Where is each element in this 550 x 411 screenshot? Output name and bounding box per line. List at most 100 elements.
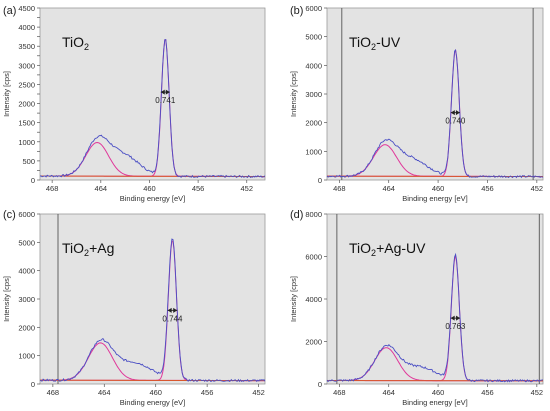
fwhm-arrowhead-left (450, 315, 455, 321)
y-tick-label: 2500 (18, 80, 35, 89)
plot-area (39, 7, 266, 181)
x-tick-label: 452 (531, 388, 544, 397)
y-tick-label: 0 (31, 176, 35, 185)
panel-label: (c) (3, 209, 16, 221)
measured-spectrum-line (326, 48, 544, 179)
panel-label: (b) (290, 5, 303, 17)
fwhm-label: 0.741 (155, 96, 176, 105)
chart-panel: (c) 0 1000 2000 3000 4000 5000 6000 468 464 460 456… (2, 209, 266, 407)
sample-name-base: TiO (62, 34, 84, 50)
x-tick-label: 464 (95, 184, 108, 193)
sample-name-suffix: -UV (376, 34, 401, 50)
y-tick-label: 2000 (305, 338, 322, 347)
sample-name-suffix: +Ag-UV (376, 240, 426, 256)
x-tick-label: 468 (47, 388, 60, 397)
fwhm-arrowhead-right (455, 110, 460, 116)
plot-area (326, 213, 544, 385)
y-tick-label: 0 (318, 176, 322, 185)
x-tick-label: 456 (192, 184, 205, 193)
y-tick-label: 2000 (18, 323, 35, 332)
chart-panel: (b) 0 1000 2000 3000 4000 5000 6000 468 464 460 456… (289, 4, 544, 203)
sample-name-base: TiO (349, 34, 371, 50)
sample-name: TiO2 (62, 34, 89, 52)
y-tick-label: 1000 (18, 352, 35, 361)
sample-name: TiO2+Ag (62, 240, 114, 258)
y-tick-label: 3000 (18, 61, 35, 70)
panel-label: (d) (290, 209, 303, 221)
panel-label: (a) (3, 5, 16, 17)
y-tick-label: 4000 (305, 61, 322, 70)
x-tick-label: 468 (46, 184, 59, 193)
x-tick-label: 460 (432, 184, 445, 193)
y-axis-title: Intensity [cps] (2, 71, 11, 117)
y-tick-label: 0 (318, 380, 322, 389)
y-tick-label: 1000 (305, 147, 322, 156)
y-tick-label: 0 (31, 380, 35, 389)
chart-panel: (d) 0 2000 4000 6000 8000 468 464 460 456 452 Bindi… (289, 209, 544, 407)
x-axis-title: Binding energy [eV] (402, 194, 467, 203)
y-axis-title: Intensity [cps] (289, 276, 298, 322)
sample-name-subscript: 2 (371, 42, 376, 52)
sample-name-base: TiO (349, 240, 371, 256)
y-tick-label: 4500 (18, 4, 35, 13)
y-tick-label: 2000 (18, 100, 35, 109)
chart-panel: (a) 0 500 1000 1500 2000 2500 3000 3500 4000 4500 4… (2, 4, 266, 203)
x-tick-label: 452 (240, 184, 253, 193)
sample-name-subscript: 2 (84, 248, 89, 258)
fwhm-arrowhead-left (450, 110, 455, 116)
x-tick-label: 464 (382, 184, 395, 193)
y-tick-label: 3000 (18, 295, 35, 304)
y-tick-label: 6000 (18, 210, 35, 219)
y-axis-title: Intensity [cps] (2, 276, 11, 322)
x-axis-title: Binding energy [eV] (402, 398, 467, 407)
plot-area (39, 213, 266, 385)
x-tick-label: 452 (252, 388, 265, 397)
x-tick-label: 452 (531, 184, 544, 193)
fwhm-arrowhead-right (456, 315, 461, 321)
fwhm-arrowhead-left (167, 307, 172, 313)
sample-name: TiO2+Ag-UV (349, 240, 426, 258)
y-tick-label: 5000 (305, 33, 322, 42)
y-tick-label: 500 (22, 157, 35, 166)
fwhm-label: 0.740 (445, 117, 466, 126)
fwhm-arrowhead-right (173, 307, 178, 313)
x-tick-label: 460 (432, 388, 445, 397)
sample-name: TiO2-UV (349, 34, 401, 52)
x-tick-label: 460 (149, 388, 162, 397)
x-tick-label: 456 (481, 184, 494, 193)
measured-spectrum-line (39, 238, 266, 383)
y-tick-label: 1000 (18, 138, 35, 147)
y-tick-label: 2000 (305, 119, 322, 128)
x-tick-label: 464 (98, 388, 111, 397)
fwhm-label: 0.763 (445, 322, 466, 331)
sample-name-base: TiO (62, 240, 84, 256)
measured-spectrum-line (39, 38, 266, 179)
y-tick-label: 8000 (305, 210, 322, 219)
measured-spectrum-line (326, 252, 544, 383)
y-tick-label: 1500 (18, 119, 35, 128)
sample-name-subscript: 2 (371, 248, 376, 258)
x-tick-label: 468 (333, 184, 346, 193)
y-tick-label: 5000 (18, 238, 35, 247)
y-tick-label: 3500 (18, 42, 35, 51)
y-tick-label: 4000 (18, 267, 35, 276)
y-tick-label: 6000 (305, 253, 322, 262)
sample-name-subscript: 2 (84, 42, 89, 52)
fwhm-arrowhead-right (165, 89, 170, 95)
x-tick-label: 464 (382, 388, 395, 397)
plot-area (326, 7, 544, 181)
x-axis-title: Binding energy [eV] (120, 194, 185, 203)
y-tick-label: 3000 (305, 90, 322, 99)
x-tick-label: 460 (143, 184, 156, 193)
x-tick-label: 468 (333, 388, 346, 397)
y-tick-label: 4000 (305, 295, 322, 304)
x-tick-label: 456 (201, 388, 214, 397)
fwhm-arrowhead-left (160, 89, 165, 95)
y-axis-title: Intensity [cps] (289, 71, 298, 117)
y-tick-label: 6000 (305, 4, 322, 13)
x-tick-label: 456 (481, 388, 494, 397)
fwhm-label: 0.744 (162, 314, 183, 323)
x-axis-title: Binding energy [eV] (120, 398, 185, 407)
sample-name-suffix: +Ag (89, 240, 114, 256)
